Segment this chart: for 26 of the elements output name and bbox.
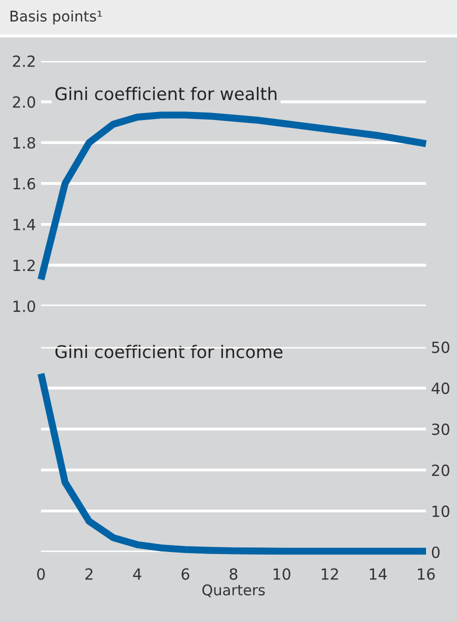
x-tick-label: 2 <box>85 568 92 580</box>
x-tick-label: 10 <box>274 568 290 580</box>
chart-title: Gini coefficient for income <box>55 344 282 358</box>
y-tick-label: 1.0 <box>14 300 36 312</box>
y2-tick-label: 10 <box>432 506 450 518</box>
y-tick-label: 1.8 <box>14 137 36 149</box>
y-tick-label: 2.2 <box>12 55 35 67</box>
x-tick-label: 8 <box>230 568 238 580</box>
y2-tick-label: 40 <box>432 382 450 394</box>
x-tick-label: 4 <box>133 568 142 580</box>
x-tick-label: 12 <box>322 568 338 580</box>
x-tick-label: 16 <box>418 568 435 580</box>
y-tick-label: 1.4 <box>14 219 36 230</box>
y2-tick-label: 20 <box>432 464 450 476</box>
y-tick-label: 2.0 <box>12 96 36 108</box>
x-axis-title: Quarters <box>202 584 265 598</box>
x-tick-label: 14 <box>370 568 387 580</box>
text: Gini coefficient for wealth <box>55 86 276 100</box>
x-tick-label: 0 <box>37 568 45 580</box>
y2-tick-label: 0 <box>432 546 440 558</box>
y-tick-label: 1.6 <box>14 178 36 190</box>
y-tick-label: 1.2 <box>14 260 35 271</box>
text: Basis points¹ <box>10 10 102 24</box>
x-tick-label: 6 <box>182 568 190 580</box>
y2-tick-label: 50 <box>432 342 450 354</box>
y2-tick-label: 30 <box>432 424 450 436</box>
